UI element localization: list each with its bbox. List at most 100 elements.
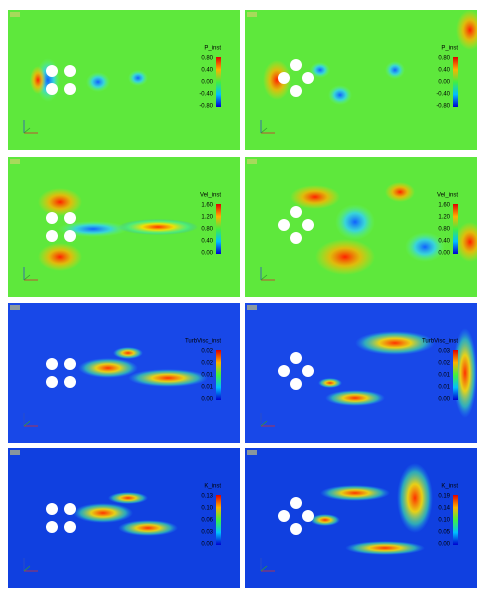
colorbar-tick: -0.40 (436, 92, 450, 98)
colorbar-tick: 0.80 (201, 56, 213, 62)
field-blob (315, 239, 375, 275)
cylinder (302, 510, 314, 522)
field-blob (118, 520, 178, 536)
field-blob (328, 85, 352, 105)
colorbar-tick: 0.03 (438, 349, 450, 355)
colorbar (453, 495, 458, 545)
cylinder (46, 503, 58, 515)
axis-triad (23, 274, 31, 281)
axis-triad (23, 565, 31, 572)
colorbar-tick: 0.10 (201, 506, 213, 512)
contour-panel: K_inst 0.19 0.14 0.10 0.05 0.00 (245, 448, 477, 588)
contour-panel: K_inst 0.13 0.10 0.06 0.03 0.00 (8, 448, 240, 588)
logo (247, 12, 257, 17)
axis-triad (260, 420, 268, 427)
colorbar-tick: 0.01 (201, 385, 213, 391)
logo (10, 159, 20, 164)
field-blob (128, 369, 208, 387)
field-blob (385, 182, 415, 202)
colorbar-tick: 0.80 (438, 56, 450, 62)
colorbar-tick: -0.40 (199, 92, 213, 98)
field-blob (397, 463, 433, 533)
cylinder (64, 503, 76, 515)
cylinder (290, 206, 302, 218)
cylinder (290, 523, 302, 535)
colorbar-tick: 0.19 (438, 494, 450, 500)
field-blob (86, 72, 110, 92)
colorbar-tick: 0.00 (438, 80, 450, 86)
logo (247, 159, 257, 164)
colorbar-tick: 0.05 (438, 530, 450, 536)
colorbar-tick: 0.40 (201, 68, 213, 74)
colorbar (453, 204, 458, 254)
cylinder (290, 378, 302, 390)
field-blob (456, 10, 477, 50)
logo (247, 305, 257, 310)
colorbar-tick: 0.80 (201, 227, 213, 233)
field-blob (310, 514, 340, 526)
colorbar (453, 57, 458, 107)
colorbar (216, 495, 221, 545)
field-blob (113, 347, 143, 359)
contour-panel: P_inst 0.80 0.40 0.00 -0.40 -0.80 (245, 10, 477, 150)
colorbar-tick: -0.80 (199, 104, 213, 110)
colorbar (216, 350, 221, 400)
colorbar (453, 350, 458, 400)
colorbar-tick: 0.01 (438, 385, 450, 391)
field-blob (38, 243, 82, 271)
axis-triad (23, 127, 31, 134)
colorbar-tick: 0.00 (201, 542, 213, 548)
colorbar-tick: 1.60 (201, 203, 213, 209)
colorbar-tick: 0.80 (438, 227, 450, 233)
colorbar-tick: 0.00 (438, 542, 450, 548)
contour-panel: P_inst 0.80 0.40 0.00 -0.40 -0.80 (8, 10, 240, 150)
cylinder (302, 219, 314, 231)
field-blob (38, 188, 82, 216)
cylinder (46, 230, 58, 242)
colorbar-tick: 0.00 (201, 397, 213, 403)
colorbar-tick: 0.14 (438, 506, 450, 512)
axis-triad (23, 420, 31, 427)
colorbar-tick: 0.03 (201, 530, 213, 536)
field (8, 10, 240, 150)
cylinder (64, 83, 76, 95)
logo (247, 450, 257, 455)
cylinder (302, 72, 314, 84)
field (245, 303, 477, 443)
field (8, 157, 240, 297)
contour-panel: Vel_inst 1.60 1.20 0.80 0.40 0.00 (245, 157, 477, 297)
field-blob (58, 221, 128, 237)
axis-triad (260, 274, 268, 281)
field (8, 448, 240, 588)
colorbar-title: Vel_inst (437, 193, 458, 199)
field-blob (320, 485, 390, 501)
colorbar-title: P_inst (204, 46, 221, 52)
field (245, 10, 477, 150)
colorbar-tick: 0.00 (201, 80, 213, 86)
colorbar-tick: 0.10 (438, 518, 450, 524)
colorbar-tick: 0.01 (201, 373, 213, 379)
logo (10, 12, 20, 17)
cylinder (64, 358, 76, 370)
field (245, 448, 477, 588)
field-blob (355, 331, 435, 355)
field-blob (78, 358, 138, 378)
colorbar-tick: -0.80 (436, 104, 450, 110)
cylinder (290, 85, 302, 97)
cylinder (290, 497, 302, 509)
colorbar-tick: 1.20 (438, 215, 450, 221)
colorbar-tick: 0.40 (438, 239, 450, 245)
cylinder (290, 59, 302, 71)
axis-triad (260, 127, 268, 134)
contour-panel: TurbVisc_inst 0.02 0.02 0.01 0.01 0.00 (8, 303, 240, 443)
field-blob (335, 204, 375, 240)
cylinder (46, 65, 58, 77)
cylinder (46, 521, 58, 533)
field-blob (453, 328, 477, 418)
colorbar-title: TurbVisc_inst (422, 339, 458, 345)
field-blob (345, 541, 425, 555)
contour-panel: Vel_inst 1.60 1.20 0.80 0.40 0.00 (8, 157, 240, 297)
field-blob (263, 60, 291, 100)
field-blob (455, 222, 477, 262)
